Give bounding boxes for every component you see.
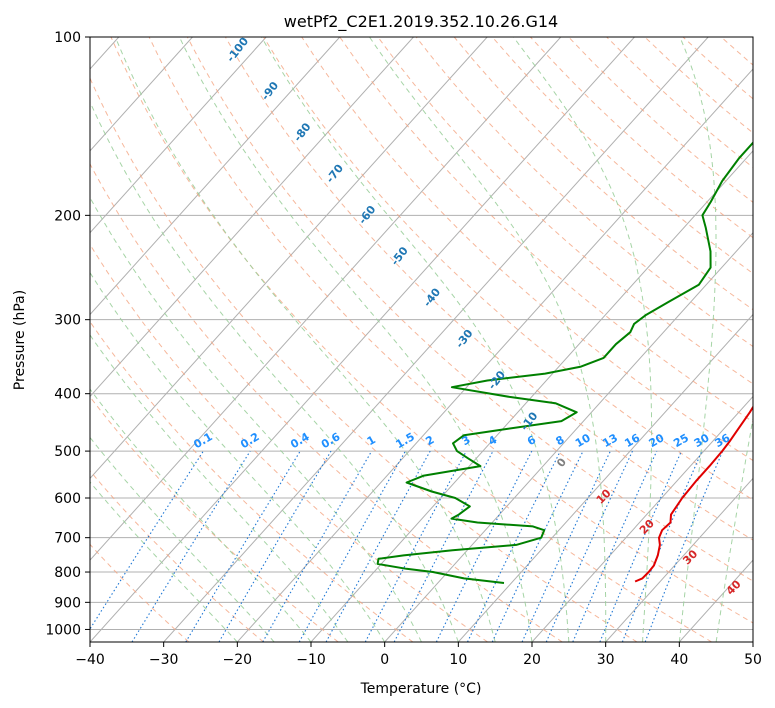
- x-tick-label: −40: [75, 652, 105, 668]
- moist-adiabat-line: [90, 436, 275, 642]
- mixing-ratio-line: [435, 450, 533, 642]
- y-tick-label: 300: [54, 313, 81, 329]
- x-tick-label: 0: [380, 652, 389, 668]
- temperature-profile-line: [634, 405, 753, 583]
- isotherm-line: [90, 37, 267, 234]
- moist-adiabat-line: [178, 37, 533, 642]
- x-axis-title: Temperature (°C): [360, 681, 482, 697]
- moist-adiabat-line: [90, 196, 422, 642]
- isotherm-line: [90, 37, 193, 152]
- isotherm-line: [90, 37, 562, 561]
- moist-adiabat-line: [90, 388, 312, 642]
- dry-adiabat-line: [90, 470, 264, 642]
- mixing-ratio-line: [364, 450, 467, 642]
- y-tick-label: 400: [54, 387, 81, 403]
- moist-adiabat-line: [114, 37, 496, 642]
- y-tick-label: 200: [54, 208, 81, 224]
- isotherm-line: [90, 37, 488, 480]
- plot-frame: [89, 36, 754, 643]
- x-tick-label: 50: [744, 652, 762, 668]
- isotherm-line: [457, 313, 753, 642]
- isotherm-line: [90, 37, 414, 398]
- y-tick-label: 600: [54, 491, 81, 507]
- moist-adiabat-line: [678, 37, 717, 642]
- moist-adiabat-line: [90, 481, 238, 642]
- dry-adiabat-line: [415, 37, 753, 348]
- mixing-ratio-line: [298, 450, 406, 642]
- sounding-series: [376, 141, 753, 584]
- dry-adiabat-line: [90, 243, 488, 642]
- moist-adiabat-line: [512, 37, 653, 642]
- isotherm-line: [531, 395, 753, 642]
- isotherm-line: [163, 37, 709, 642]
- x-tick-label: −10: [296, 652, 326, 668]
- mixing-ratio-line: [572, 450, 658, 642]
- isotherm-line: [605, 477, 753, 642]
- mixing-ratio-line: [131, 450, 251, 642]
- moist-adiabat-line: [90, 271, 386, 642]
- x-tick-label: 10: [449, 652, 467, 668]
- axes: −40 −30 −20 −10 0 10 20 30 40 50 100 200 300 400 500 60…: [45, 30, 762, 668]
- dry-adiabat-line: [377, 37, 753, 385]
- isotherm-line: [90, 37, 341, 316]
- dry-adiabat-line: [263, 37, 753, 501]
- x-tick-label: 30: [597, 652, 615, 668]
- dry-adiabat-line: [301, 37, 753, 462]
- mixing-ratio-line: [545, 450, 633, 642]
- dry-adiabat-line: [148, 37, 753, 624]
- mixing-ratio-line: [90, 450, 204, 630]
- moist-adiabat-line: [715, 415, 753, 642]
- chart-title: wetPf2_C2E1.2019.352.10.26.G14: [284, 12, 558, 32]
- dewpoint-profile-line: [376, 141, 753, 584]
- dry-adiabat-line: [110, 37, 712, 642]
- y-axis-title: Pressure (hPa): [12, 290, 28, 390]
- isotherm-line: [384, 232, 753, 642]
- mixing-ratio-line: [644, 450, 724, 642]
- x-tick-label: 20: [523, 652, 541, 668]
- isotherm-line: [236, 68, 753, 642]
- x-tick-label: 40: [670, 652, 688, 668]
- background-lines: [90, 37, 753, 642]
- dry-adiabat-line: [90, 76, 638, 642]
- x-tick-label: −30: [149, 652, 179, 668]
- y-tick-label: 800: [54, 565, 81, 581]
- y-tick-label: 100: [54, 30, 81, 46]
- x-tick-label: −20: [223, 652, 253, 668]
- mixing-ratio-line: [325, 450, 431, 642]
- moist-adiabat-line: [369, 37, 607, 642]
- y-tick-label: 1000: [45, 622, 81, 638]
- y-tick-label: 900: [54, 595, 81, 611]
- dry-adiabat-line: [224, 37, 753, 541]
- moist-adiabat-line: [90, 100, 459, 642]
- mixing-ratio-line: [599, 450, 682, 642]
- y-tick-label: 700: [54, 531, 81, 547]
- y-tick-label: 500: [54, 444, 81, 460]
- dry-adiabat-line: [186, 37, 753, 582]
- moist-adiabat-line: [261, 37, 570, 642]
- dry-adiabat-line: [90, 162, 563, 642]
